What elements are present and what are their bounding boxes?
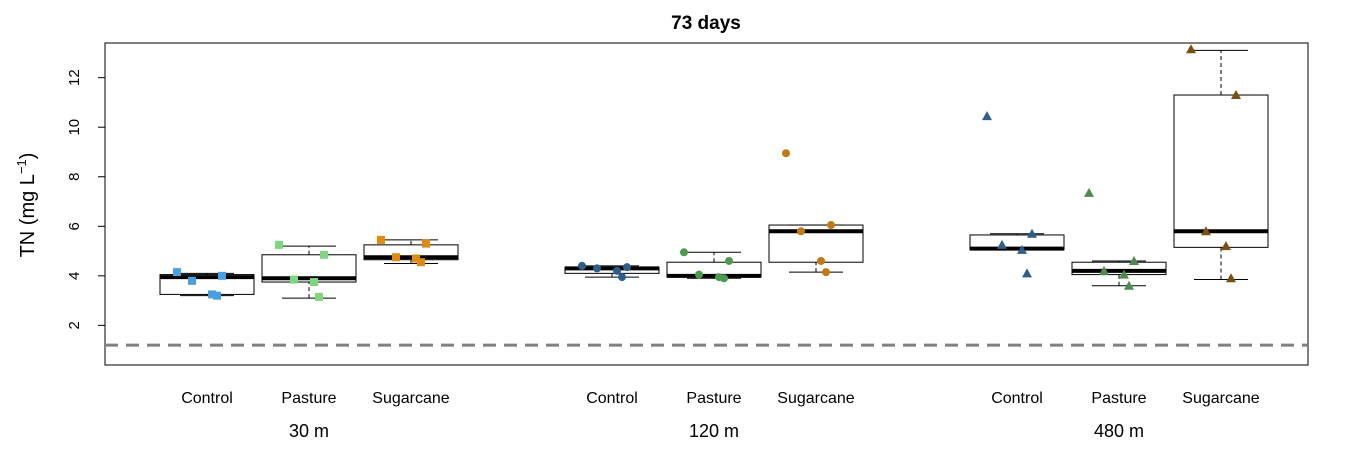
data-point (997, 239, 1007, 249)
x-category-label: Sugarcane (1182, 390, 1259, 407)
data-point (1226, 273, 1236, 283)
data-point (1022, 268, 1032, 278)
data-point (725, 256, 733, 265)
data-point (213, 291, 221, 300)
data-point (1231, 90, 1241, 100)
box-480m-pasture (1071, 187, 1167, 290)
data-point (680, 248, 688, 257)
data-point (1099, 265, 1109, 275)
box-30m-control (159, 268, 255, 300)
y-axis-label: TN (mg L−1) (14, 153, 39, 258)
x-category-label: Sugarcane (372, 390, 449, 407)
data-point (290, 275, 298, 284)
data-point (578, 261, 586, 270)
data-point (1084, 187, 1094, 197)
y-tick-label: 12 (66, 69, 83, 86)
data-point (623, 263, 631, 272)
box-120m-sugarcane (768, 149, 864, 277)
data-point (1124, 280, 1134, 290)
data-point (320, 250, 328, 259)
box-iqr (1173, 94, 1269, 248)
box-iqr (159, 274, 255, 295)
data-point (377, 235, 385, 244)
data-point (218, 271, 226, 280)
data-point (613, 266, 621, 275)
y-tick-label: 6 (66, 222, 83, 230)
x-category-label: Control (586, 390, 638, 407)
chart-title: 73 days (671, 13, 741, 34)
y-tick-label: 8 (66, 173, 83, 181)
box-480m-sugarcane (1173, 44, 1269, 283)
data-point (593, 264, 601, 273)
x-category-label: Pasture (1091, 390, 1146, 407)
data-point (392, 253, 400, 262)
data-point (982, 111, 992, 121)
x-category-label: Pasture (686, 390, 741, 407)
box-30m-pasture (261, 240, 357, 301)
x-category-label: Sugarcane (777, 390, 854, 407)
data-point (1119, 269, 1129, 279)
data-point (720, 274, 728, 283)
data-point (208, 290, 216, 299)
data-point (412, 254, 420, 263)
x-group-label: 120 m (689, 421, 739, 441)
data-point (695, 270, 703, 279)
data-point (1186, 44, 1196, 54)
box-120m-pasture (666, 248, 762, 283)
x-group-label: 480 m (1094, 421, 1144, 441)
data-point (618, 273, 626, 282)
box-30m-sugarcane (363, 235, 459, 267)
data-point (310, 278, 318, 287)
x-category-label: Pasture (281, 390, 336, 407)
x-category-label: Control (991, 390, 1043, 407)
data-point (797, 227, 805, 236)
data-point (422, 239, 430, 248)
data-point (173, 268, 181, 277)
data-point (417, 258, 425, 267)
box-480m-control (969, 111, 1065, 278)
y-tick-label: 2 (66, 321, 83, 329)
data-point (827, 221, 835, 230)
x-category-label: Control (181, 390, 233, 407)
y-tick-label: 4 (66, 272, 83, 280)
data-point (817, 256, 825, 265)
plot-frame (104, 42, 1309, 366)
box-120m-control (564, 261, 660, 282)
data-point (822, 268, 830, 277)
data-point (1129, 255, 1139, 265)
data-point (1221, 241, 1231, 251)
y-tick-label: 10 (66, 119, 83, 136)
data-point (275, 240, 283, 249)
data-point (1201, 226, 1211, 236)
data-point (1027, 228, 1037, 238)
data-point (188, 276, 196, 285)
data-point (782, 149, 790, 158)
data-point (1017, 244, 1027, 254)
x-group-label: 30 m (289, 421, 329, 441)
data-point (315, 292, 323, 301)
